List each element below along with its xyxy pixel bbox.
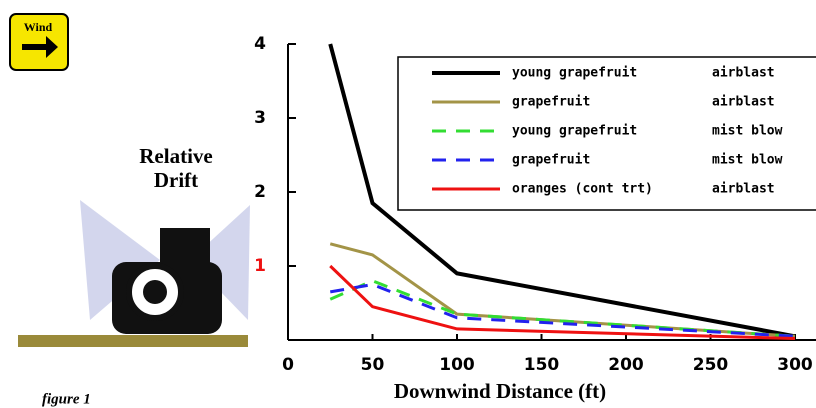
x-tick-label: 150 <box>524 355 560 375</box>
chart: Wind Relative Drift Downwind Distance (f… <box>0 0 816 408</box>
x-tick-label: 250 <box>693 355 729 375</box>
sign-label: Wind <box>24 20 53 34</box>
legend-label: young grapefruit <box>512 124 637 139</box>
x-axis-label: Downwind Distance (ft) <box>394 379 606 403</box>
y-tick-label: 2 <box>254 182 266 202</box>
legend-label: young grapefruit <box>512 66 637 81</box>
series-line <box>330 266 795 339</box>
y-axis-label: Relative <box>139 144 212 168</box>
legend-label: airblast <box>712 66 775 81</box>
y-tick-label: 4 <box>254 34 266 54</box>
legend-label: grapefruit <box>512 153 590 168</box>
legend-label: oranges (cont trt) <box>512 182 653 197</box>
series-line <box>330 281 795 337</box>
wind-sign: Wind <box>10 14 68 70</box>
y-tick-label: 1 <box>254 256 266 276</box>
sprayer-illustration <box>18 200 250 347</box>
legend-label: airblast <box>712 182 775 197</box>
x-tick-label: 50 <box>361 355 385 375</box>
caption: figure 1 <box>42 391 91 407</box>
legend-label: grapefruit <box>512 95 590 110</box>
legend-label: mist blow <box>712 153 783 168</box>
x-tick-label: 100 <box>439 355 475 375</box>
legend-label: airblast <box>712 95 775 110</box>
y-axis-label: Drift <box>154 168 198 192</box>
y-tick-label: 3 <box>254 108 266 128</box>
x-tick-label: 300 <box>777 355 813 375</box>
legend-label: mist blow <box>712 124 783 139</box>
x-tick-label: 0 <box>282 355 294 375</box>
x-tick-label: 200 <box>608 355 644 375</box>
